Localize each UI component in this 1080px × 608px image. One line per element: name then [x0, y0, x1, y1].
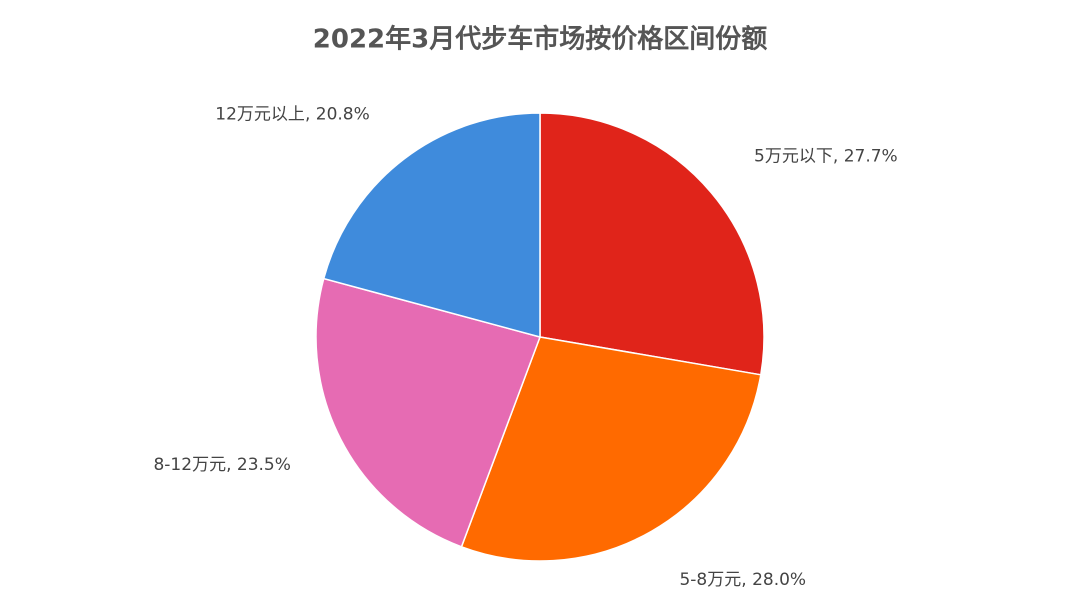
pie-slice	[539, 112, 765, 376]
value-label: 20.8%	[316, 105, 370, 125]
data-label: 5-8万元, 28.0%	[679, 570, 806, 590]
category-label: 5-8万元	[679, 570, 741, 590]
label-separator: ,	[305, 105, 316, 125]
label-separator: ,	[741, 570, 752, 590]
value-label: 27.7%	[844, 146, 898, 166]
category-label: 12万元以上	[215, 105, 305, 125]
data-label: 8-12万元, 23.5%	[153, 455, 290, 475]
category-label: 5万元以下	[754, 146, 833, 166]
label-separator: ,	[833, 146, 844, 166]
value-label: 28.0%	[752, 570, 806, 590]
pie-slice	[322, 112, 541, 338]
value-label: 23.5%	[237, 455, 291, 475]
data-label: 12万元以上, 20.8%	[215, 105, 369, 125]
category-label: 8-12万元	[153, 455, 226, 475]
data-label: 5万元以下, 27.7%	[754, 146, 898, 166]
label-separator: ,	[226, 455, 237, 475]
pie-slice	[315, 277, 541, 548]
pie-slice	[460, 336, 762, 562]
chart-title: 2022年3月代步车市场按价格区间份额	[313, 24, 767, 55]
